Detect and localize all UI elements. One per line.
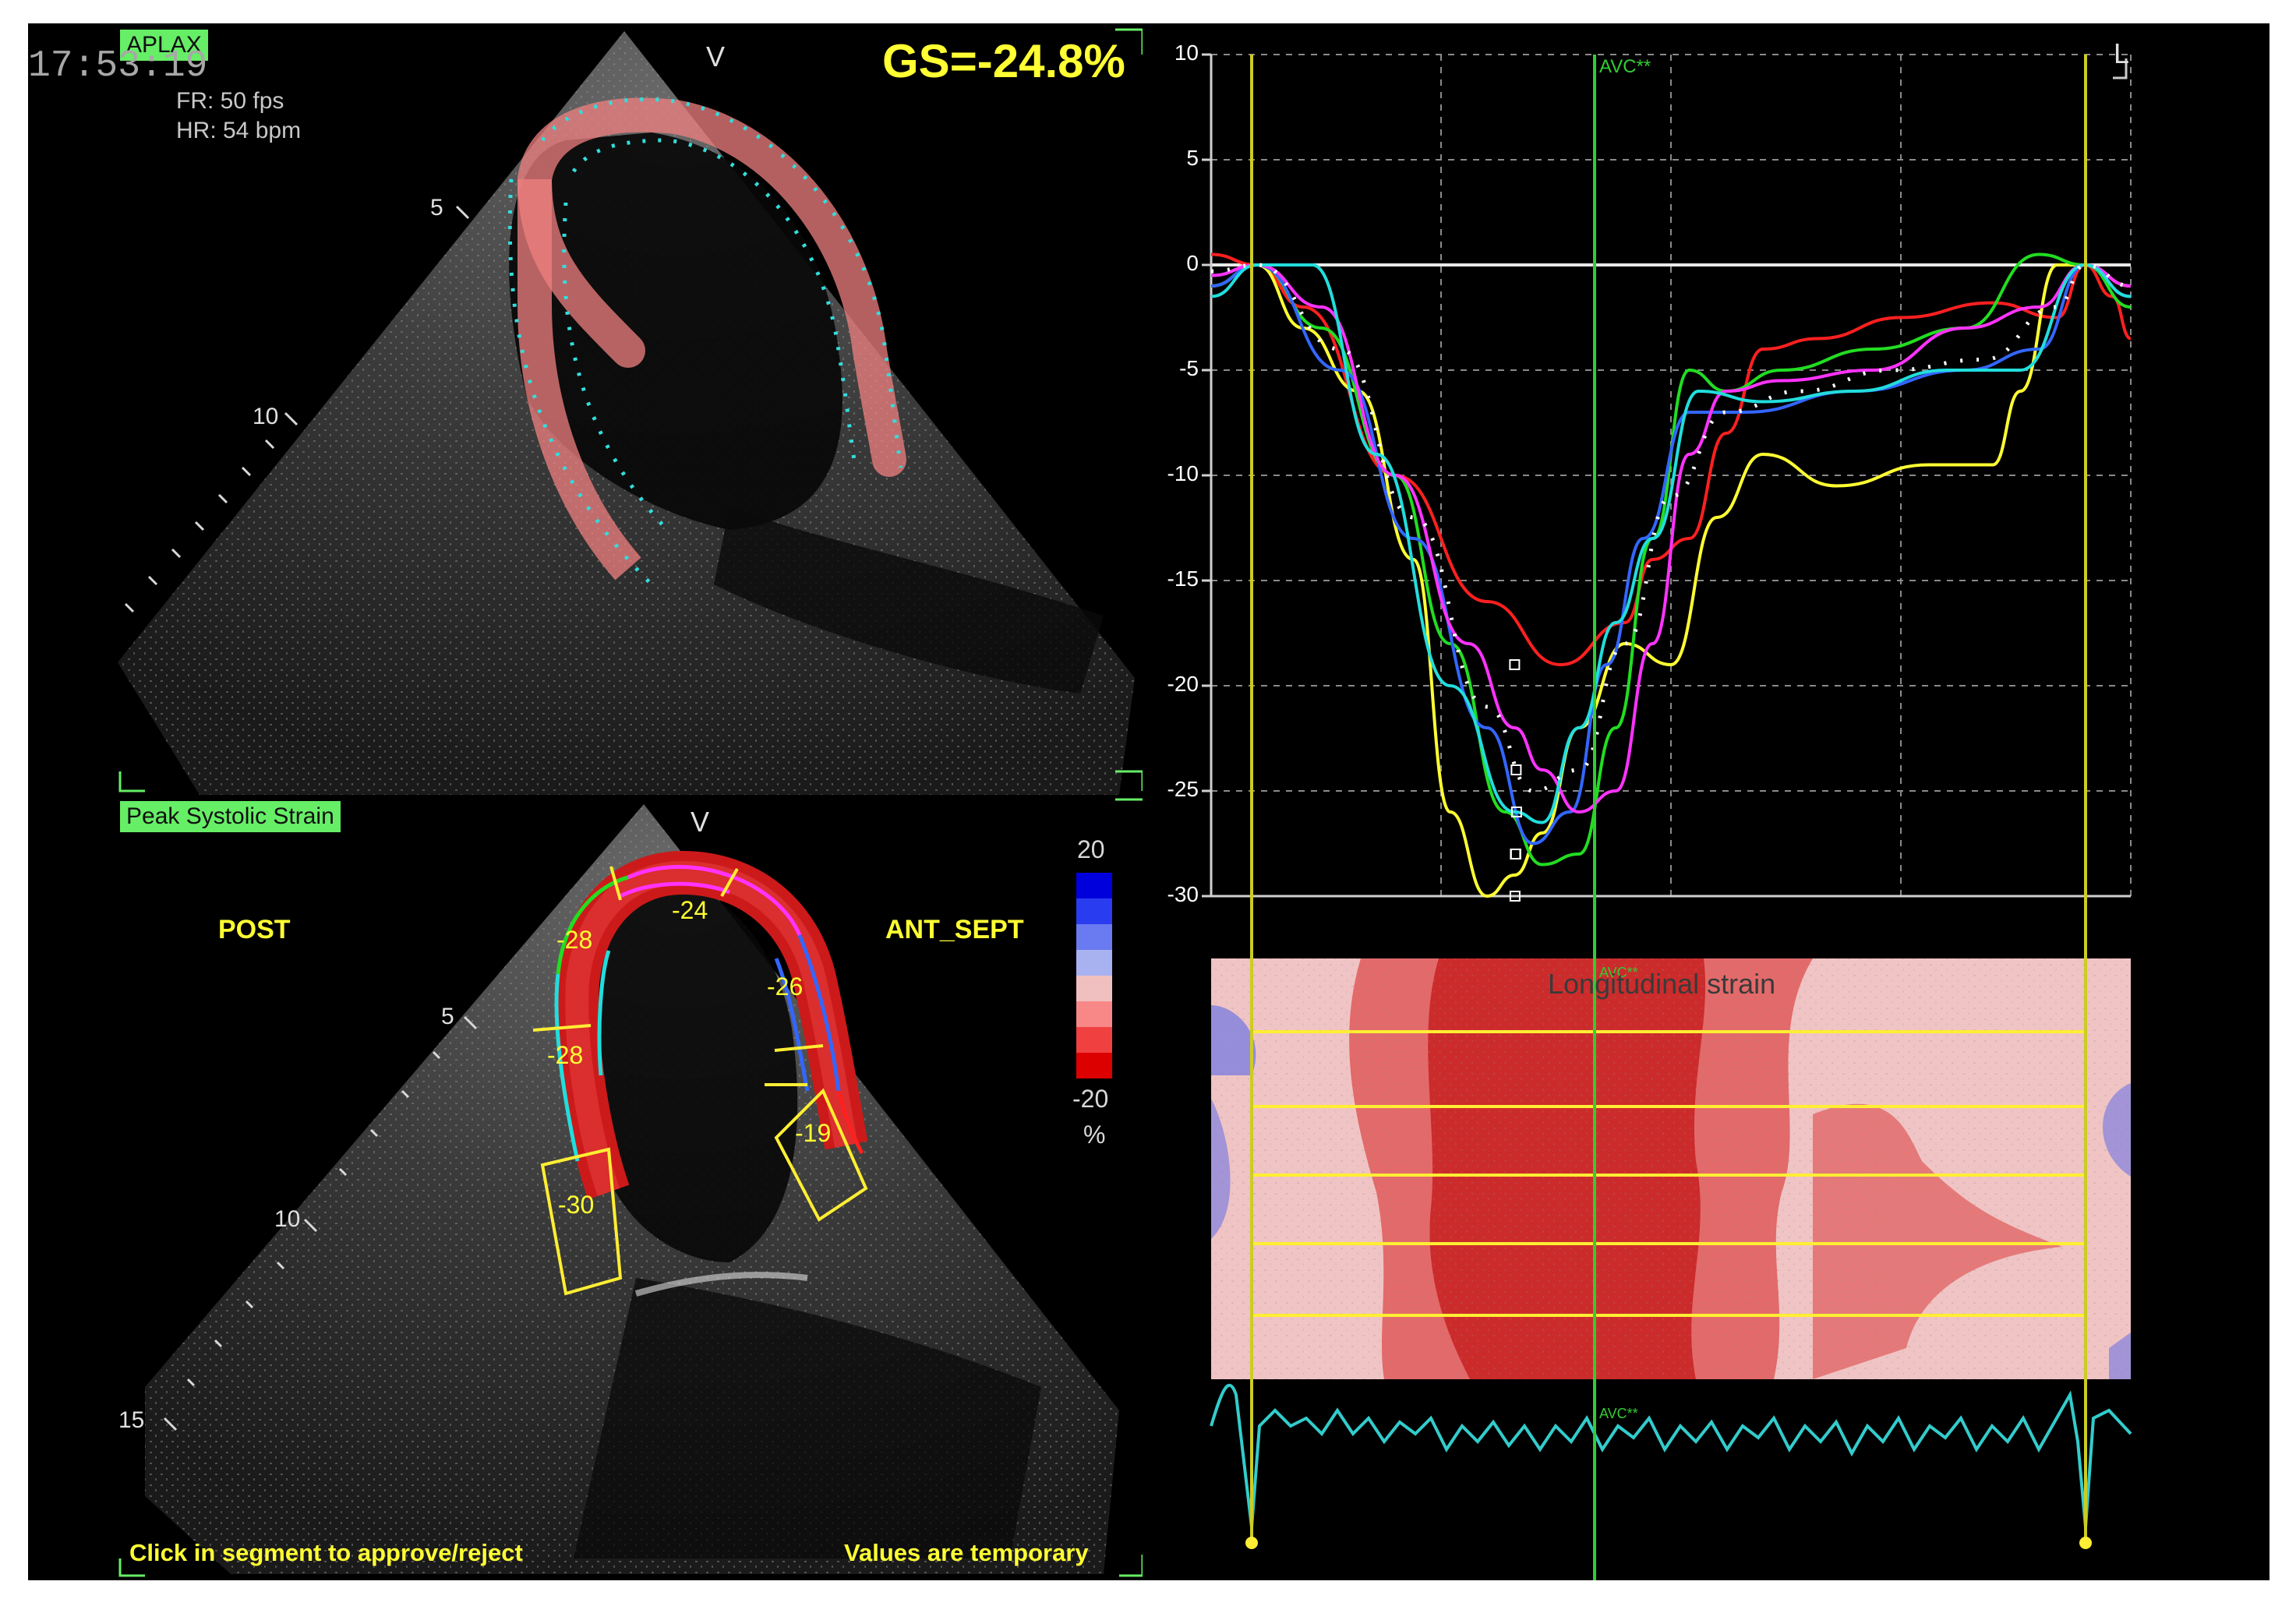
temporary-values-note: Values are temporary (844, 1539, 1089, 1566)
strain-curves-chart (1202, 53, 2132, 1580)
timestamp: 17:53:19 (28, 45, 208, 87)
colorbar-max-label: 20 (1077, 835, 1105, 863)
strain-analysis-screen: APLAX 17:53:19 FR: 50 fps HR: 54 bpm V G… (28, 23, 2270, 1580)
mode-label: Peak Systolic Strain (120, 801, 341, 832)
avc-label-ecg: AVC** (1599, 1406, 1638, 1421)
peak-marker-5 (1510, 807, 1522, 817)
y-tick-label: -15 (1167, 567, 1199, 591)
strain-colorbar (1076, 873, 1112, 1078)
y-tick-label: 5 (1186, 146, 1199, 170)
frame-rate: FR: 50 fps (176, 88, 284, 114)
strain-curve-5 (1210, 263, 2132, 824)
global-strain-value: GS=-24.8% (882, 35, 1125, 87)
segment-value[interactable]: -30 (558, 1191, 595, 1219)
strain-curve-6 (1210, 263, 2132, 793)
segment-value[interactable]: -28 (547, 1041, 584, 1069)
depth-tick-label: 5 (430, 195, 443, 221)
ecg-trace (1210, 1383, 2132, 1528)
peak-marker-4 (1510, 764, 1522, 775)
y-tick-label: -5 (1179, 356, 1199, 380)
echo-image-top (118, 28, 1143, 795)
segment-value[interactable]: -28 (556, 926, 593, 954)
colorbar-min-label: -20 (1072, 1085, 1109, 1113)
peak-marker-0 (1509, 659, 1521, 670)
echo-image-bottom (118, 798, 1143, 1577)
view-label: APLAX (120, 30, 208, 61)
strain-map-title: Longitudinal strain (1548, 968, 1776, 1000)
depth-tick-label: 10 (274, 1206, 301, 1232)
y-tick-label: -20 (1167, 672, 1199, 696)
avc-label-map: AVC** (1599, 965, 1638, 980)
v-marker: V (691, 806, 710, 838)
colorbar-unit-label: % (1083, 1121, 1106, 1149)
strain-curve-1 (1210, 263, 2132, 898)
post-wall-label: POST (218, 915, 291, 944)
v-marker: V (706, 41, 726, 72)
avc-label: AVC** (1599, 56, 1651, 77)
segment-value[interactable]: -24 (672, 896, 708, 924)
depth-tick-label: 10 (253, 404, 279, 429)
ant-sept-wall-label: ANT_SEPT (885, 915, 1024, 944)
approve-reject-hint: Click in segment to approve/reject (129, 1539, 523, 1566)
y-tick-label: 10 (1174, 41, 1199, 65)
corner-label: L (2114, 37, 2130, 69)
segment-value[interactable]: -19 (795, 1119, 832, 1147)
depth-tick-label: 15 (118, 1407, 145, 1433)
y-tick-label: -30 (1167, 882, 1199, 906)
y-tick-label: -25 (1167, 777, 1199, 801)
depth-tick-label: 5 (441, 1004, 454, 1029)
y-tick-label: 0 (1186, 251, 1199, 275)
strain-curve-4 (1210, 263, 2132, 814)
heart-rate: HR: 54 bpm (176, 118, 302, 143)
segment-value[interactable]: -26 (767, 972, 804, 1001)
y-tick-label: -10 (1167, 461, 1199, 485)
peak-marker-1 (1509, 891, 1521, 902)
strain-curves-panel[interactable]: L AVC** AVC** AVC** Longitudinal strain … (1143, 23, 2270, 1580)
longitudinal-strain-map (1211, 958, 2131, 1379)
peak-marker-3 (1510, 849, 1521, 859)
echo-view-top[interactable]: APLAX 17:53:19 FR: 50 fps HR: 54 bpm V G… (28, 23, 1143, 795)
echo-view-bottom[interactable]: Peak Systolic Strain V POST ANT_SEPT 5 1… (28, 795, 1143, 1580)
peak-marker-2 (1510, 849, 1521, 859)
